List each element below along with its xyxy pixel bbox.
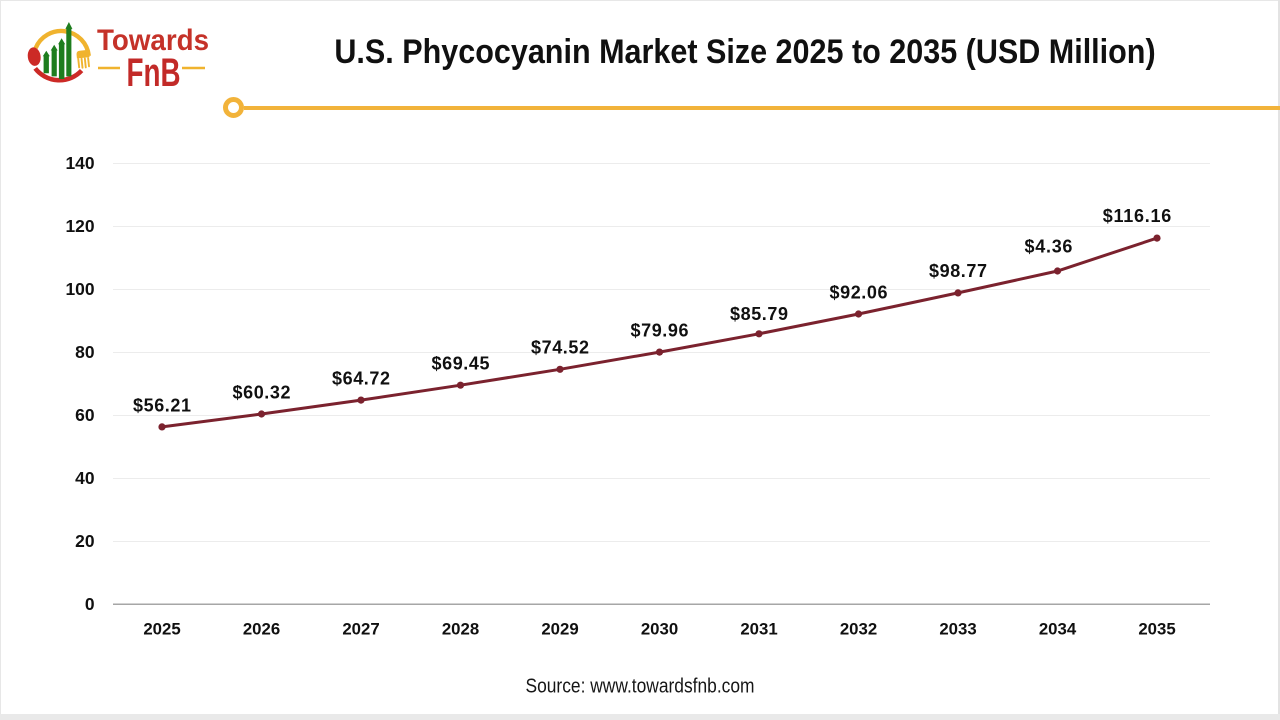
svg-text:$85.79: $85.79 [730,304,788,324]
svg-text:80: 80 [75,342,94,362]
svg-text:$92.06: $92.06 [830,282,888,302]
svg-text:$4.36: $4.36 [1025,237,1073,257]
svg-text:$56.21: $56.21 [133,396,191,416]
svg-text:Source: www.towardsfnb.com: Source: www.towardsfnb.com [526,675,755,697]
svg-text:2035: 2035 [1138,620,1175,639]
svg-text:$69.45: $69.45 [432,353,490,373]
svg-text:$116.16: $116.16 [1103,206,1172,226]
svg-text:2026: 2026 [243,620,280,639]
svg-text:140: 140 [65,153,94,173]
svg-text:$98.77: $98.77 [929,261,987,281]
svg-text:2034: 2034 [1039,620,1077,639]
svg-text:2027: 2027 [342,620,379,639]
svg-text:0: 0 [85,594,95,614]
svg-text:2030: 2030 [641,620,678,639]
svg-text:2032: 2032 [840,620,877,639]
svg-text:$74.52: $74.52 [531,338,589,358]
svg-text:$60.32: $60.32 [233,382,291,402]
svg-text:2028: 2028 [442,620,479,639]
svg-text:2025: 2025 [143,620,180,639]
svg-text:2033: 2033 [939,620,976,639]
svg-text:60: 60 [75,405,94,425]
svg-text:100: 100 [65,279,94,299]
svg-text:$79.96: $79.96 [631,320,689,340]
svg-text:120: 120 [65,216,94,236]
svg-text:40: 40 [75,468,94,488]
svg-text:2031: 2031 [740,620,777,639]
svg-text:FnB: FnB [127,50,181,95]
svg-text:2029: 2029 [541,620,578,639]
svg-text:Towards: Towards [97,24,209,57]
svg-text:20: 20 [75,531,94,551]
svg-text:$64.72: $64.72 [332,368,390,388]
